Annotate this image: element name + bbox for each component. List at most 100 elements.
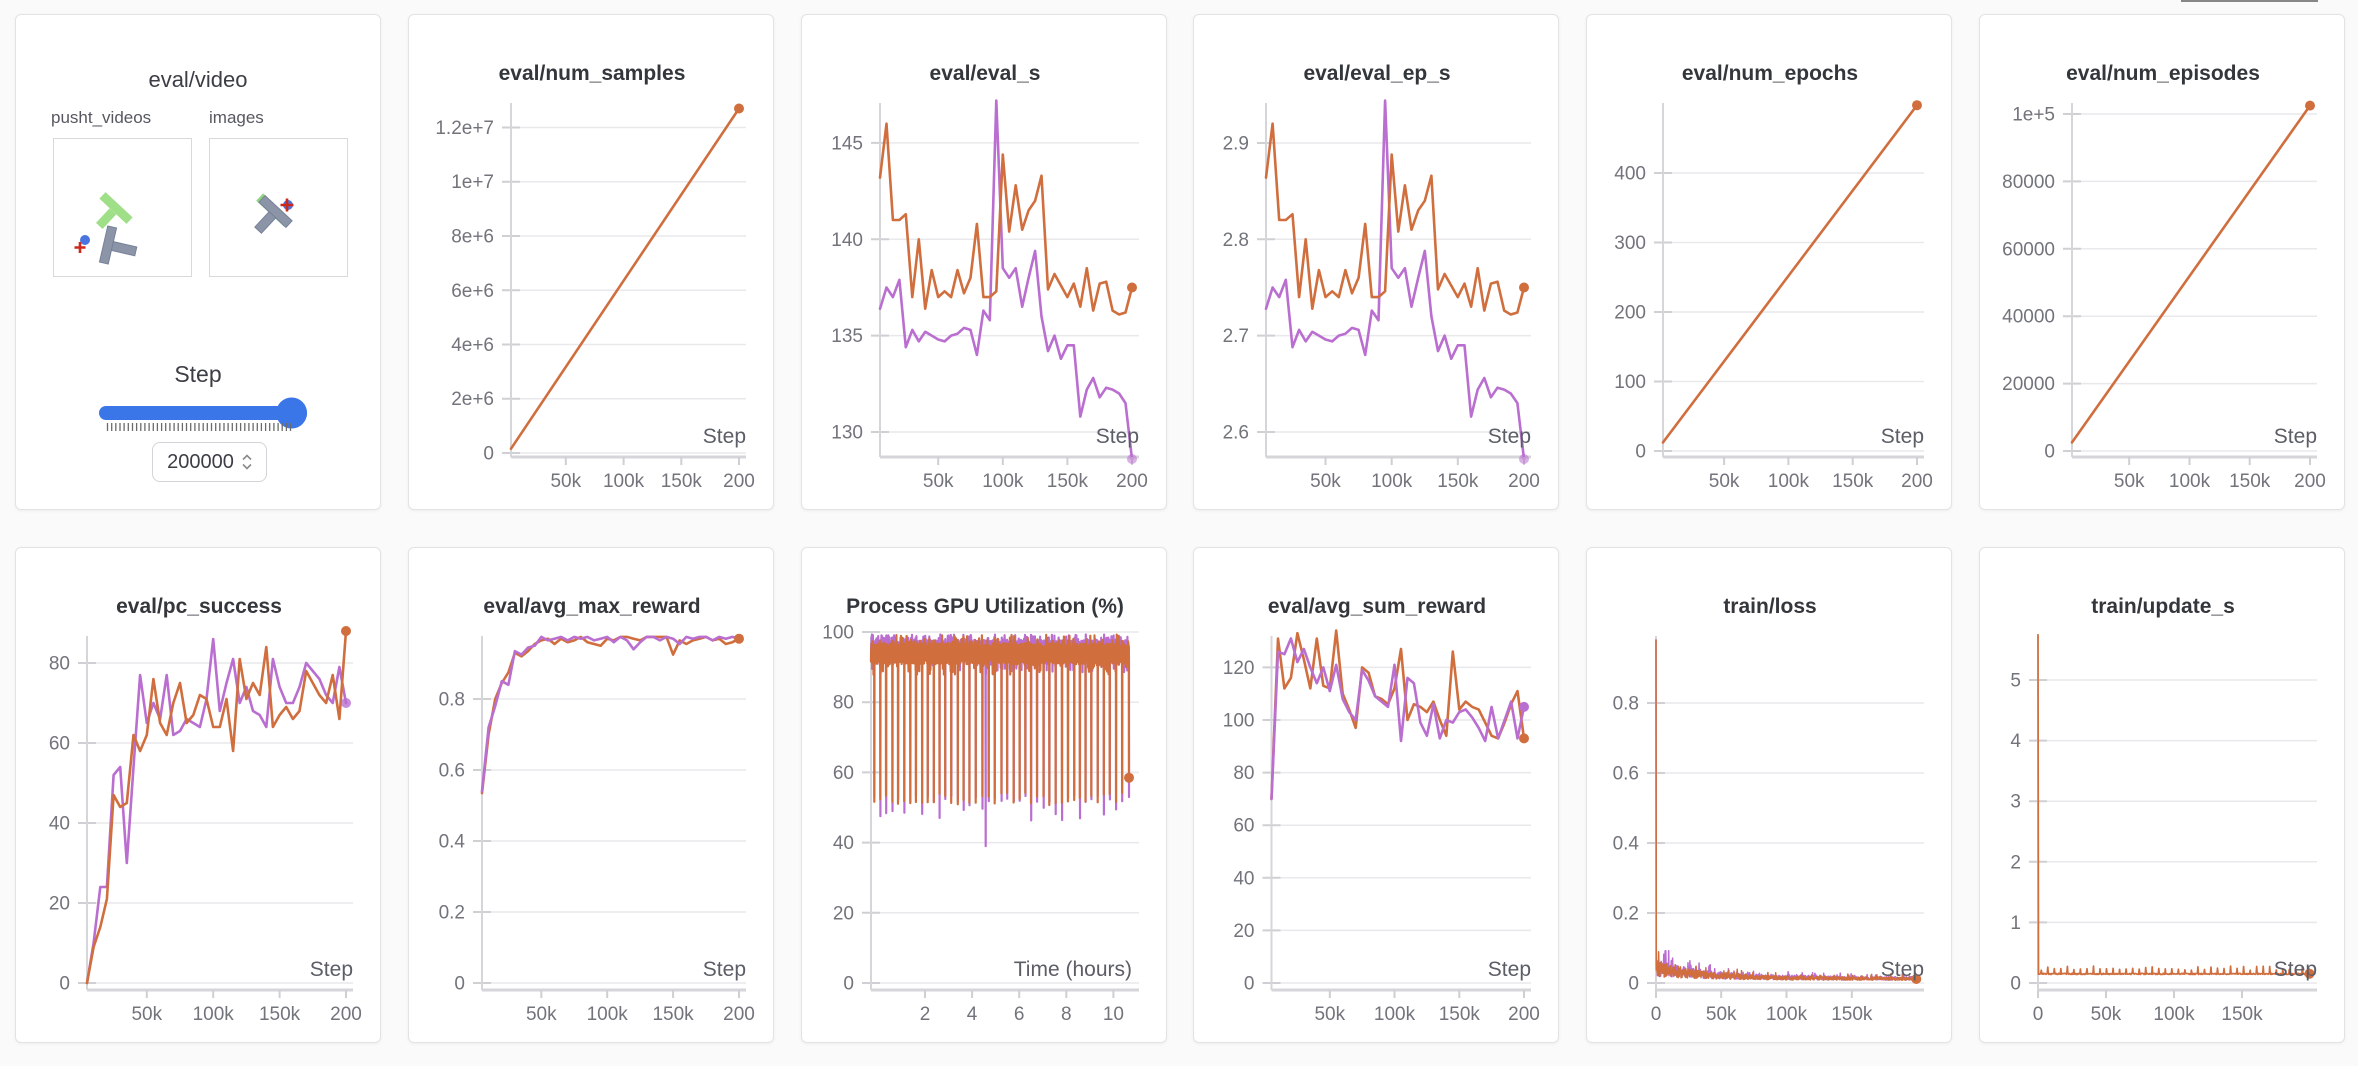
svg-text:0: 0: [59, 974, 70, 995]
svg-text:50k: 50k: [1315, 1004, 1346, 1025]
svg-text:150k: 150k: [660, 471, 702, 492]
svg-text:50k: 50k: [550, 471, 581, 492]
svg-text:0.4: 0.4: [438, 832, 465, 853]
svg-text:0.8: 0.8: [438, 690, 464, 711]
svg-text:train/update_s: train/update_s: [2091, 595, 2235, 618]
svg-text:200: 200: [1614, 303, 1646, 324]
svg-text:150k: 150k: [259, 1004, 301, 1025]
svg-text:Step: Step: [310, 958, 353, 981]
svg-text:0.8: 0.8: [1613, 694, 1639, 715]
svg-text:60000: 60000: [2002, 239, 2055, 260]
svg-text:0: 0: [1651, 1004, 1662, 1025]
svg-text:200: 200: [1901, 471, 1933, 492]
svg-text:200: 200: [723, 1004, 755, 1025]
svg-text:130: 130: [831, 423, 863, 444]
svg-text:0: 0: [2010, 974, 2021, 995]
svg-text:Step: Step: [1881, 425, 1924, 448]
svg-text:1.2e+7: 1.2e+7: [435, 118, 494, 139]
svg-text:100k: 100k: [1768, 471, 1810, 492]
svg-text:80: 80: [832, 693, 853, 714]
svg-text:50k: 50k: [1709, 471, 1740, 492]
svg-text:50k: 50k: [2114, 471, 2145, 492]
svg-text:Step: Step: [2274, 958, 2317, 981]
svg-text:150k: 150k: [1438, 471, 1480, 492]
svg-text:100k: 100k: [193, 1004, 235, 1025]
svg-text:0.2: 0.2: [1613, 904, 1639, 925]
svg-text:0.2: 0.2: [438, 903, 464, 924]
svg-text:100k: 100k: [1374, 1004, 1416, 1025]
svg-text:50k: 50k: [131, 1004, 162, 1025]
svg-text:20: 20: [832, 903, 853, 924]
svg-text:2.9: 2.9: [1223, 134, 1249, 155]
svg-text:0: 0: [2033, 1004, 2044, 1025]
svg-text:0.6: 0.6: [1613, 764, 1639, 785]
svg-text:Step: Step: [703, 425, 746, 448]
svg-text:2: 2: [919, 1004, 930, 1025]
svg-text:0.4: 0.4: [1613, 834, 1640, 855]
svg-text:100k: 100k: [2153, 1004, 2195, 1025]
svg-text:100k: 100k: [603, 471, 645, 492]
svg-text:Step: Step: [1488, 425, 1531, 448]
svg-text:100k: 100k: [1766, 1004, 1808, 1025]
svg-text:150k: 150k: [1831, 1004, 1873, 1025]
svg-text:train/loss: train/loss: [1724, 595, 1817, 618]
svg-text:100k: 100k: [2169, 471, 2211, 492]
svg-text:Step: Step: [1488, 958, 1531, 981]
svg-text:60: 60: [1234, 816, 1255, 837]
svg-text:2.6: 2.6: [1223, 423, 1249, 444]
svg-text:eval/pc_success: eval/pc_success: [116, 595, 282, 618]
svg-text:0: 0: [454, 974, 465, 995]
svg-text:0: 0: [483, 444, 494, 465]
svg-text:60: 60: [49, 734, 70, 755]
svg-text:eval/num_episodes: eval/num_episodes: [2066, 62, 2260, 85]
svg-text:8e+6: 8e+6: [451, 227, 494, 248]
svg-text:0.6: 0.6: [438, 761, 464, 782]
svg-text:150k: 150k: [1832, 471, 1874, 492]
svg-text:eval/eval_s: eval/eval_s: [929, 62, 1040, 85]
svg-text:300: 300: [1614, 233, 1646, 254]
svg-text:4: 4: [966, 1004, 977, 1025]
svg-text:Step: Step: [1881, 958, 1924, 981]
svg-text:120: 120: [1223, 658, 1255, 679]
svg-text:5: 5: [2010, 671, 2021, 692]
svg-text:20000: 20000: [2002, 374, 2055, 395]
svg-text:10: 10: [1102, 1004, 1123, 1025]
svg-text:80: 80: [49, 654, 70, 675]
svg-text:1: 1: [2010, 913, 2021, 934]
svg-text:200: 200: [1509, 471, 1541, 492]
svg-text:100k: 100k: [586, 1004, 628, 1025]
svg-text:3: 3: [2010, 792, 2021, 813]
svg-text:40: 40: [1234, 868, 1255, 889]
svg-text:eval/eval_ep_s: eval/eval_ep_s: [1304, 62, 1451, 85]
svg-text:200: 200: [330, 1004, 362, 1025]
svg-text:40: 40: [832, 833, 853, 854]
svg-text:0: 0: [2044, 442, 2055, 463]
svg-text:eval/avg_sum_reward: eval/avg_sum_reward: [1268, 595, 1486, 618]
svg-text:400: 400: [1614, 164, 1646, 185]
svg-text:Time (hours): Time (hours): [1013, 958, 1131, 981]
svg-text:150k: 150k: [1046, 471, 1088, 492]
svg-text:0: 0: [1636, 442, 1647, 463]
svg-text:60: 60: [832, 763, 853, 784]
svg-text:eval/num_samples: eval/num_samples: [498, 62, 685, 85]
svg-text:2: 2: [2010, 852, 2021, 873]
svg-text:20: 20: [1234, 921, 1255, 942]
svg-text:200: 200: [723, 471, 755, 492]
svg-text:40000: 40000: [2002, 307, 2055, 328]
svg-text:eval/avg_max_reward: eval/avg_max_reward: [483, 595, 700, 618]
svg-text:50k: 50k: [2091, 1004, 2122, 1025]
svg-text:4: 4: [2010, 731, 2021, 752]
svg-text:50k: 50k: [922, 471, 953, 492]
svg-text:200: 200: [1509, 1004, 1541, 1025]
svg-text:Step: Step: [1095, 425, 1138, 448]
svg-text:0: 0: [843, 974, 854, 995]
svg-text:2.8: 2.8: [1223, 230, 1249, 251]
svg-text:50k: 50k: [526, 1004, 557, 1025]
svg-text:150k: 150k: [652, 1004, 694, 1025]
svg-text:150k: 150k: [2221, 1004, 2263, 1025]
svg-text:20: 20: [49, 894, 70, 915]
svg-text:50k: 50k: [1311, 471, 1342, 492]
svg-text:100: 100: [1223, 711, 1255, 732]
svg-text:80000: 80000: [2002, 172, 2055, 193]
svg-text:200: 200: [2294, 471, 2326, 492]
